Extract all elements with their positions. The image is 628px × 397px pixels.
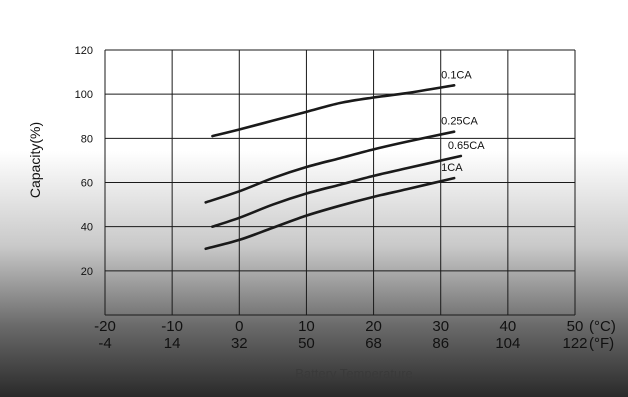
series-line-1 — [204, 130, 456, 204]
y-tick-label: 40 — [81, 222, 93, 234]
x-tick-label-celsius: -20 — [94, 318, 116, 335]
y-tick-label: 20 — [81, 266, 93, 278]
unit-celsius: (°C) — [589, 318, 616, 335]
x-tick-label-fahrenheit: 68 — [365, 335, 382, 352]
series-line-2 — [211, 154, 463, 228]
x-tick-label-fahrenheit: 50 — [298, 335, 315, 352]
y-tick-label: 80 — [81, 133, 93, 145]
series-label-3: 1CA — [441, 162, 463, 174]
x-tick-label-celsius: 0 — [235, 318, 243, 335]
x-tick-label-celsius: 50 — [567, 318, 584, 335]
unit-fahrenheit: (°F) — [589, 335, 614, 352]
y-tick-labels: 20 40 60 80 100 120 — [75, 45, 93, 278]
series-label-0: 0.1CA — [441, 69, 472, 81]
series-line-3 — [204, 176, 456, 251]
x-tick-label-celsius: 20 — [365, 318, 382, 335]
x-tick-label-fahrenheit: 32 — [231, 335, 248, 352]
x-tick-label-celsius: 40 — [500, 318, 517, 335]
y-tick-label: 120 — [75, 45, 93, 57]
x-tick-label-fahrenheit: 86 — [432, 335, 449, 352]
x-tick-label-fahrenheit: 122 — [562, 335, 587, 352]
series-line-0 — [211, 84, 456, 138]
series-label-1: 0.25CA — [441, 116, 478, 128]
series-label-2: 0.65CA — [448, 140, 485, 152]
x-axis-label: Battery Temperature — [295, 366, 413, 381]
y-tick-label: 60 — [81, 178, 93, 190]
y-axis-label: Capacity(%) — [27, 122, 43, 198]
series-lines: 0.1CA 0.25CA 0.65CA 1CA — [204, 69, 485, 251]
x-tick-label-fahrenheit: 104 — [495, 335, 520, 352]
y-tick-label: 100 — [75, 89, 93, 101]
x-tick-label-celsius: -10 — [161, 318, 183, 335]
grid — [104, 49, 576, 316]
x-tick-label-celsius: 30 — [432, 318, 449, 335]
x-tick-label-fahrenheit: 14 — [164, 335, 181, 352]
x-tick-label-celsius: 10 — [298, 318, 315, 335]
x-tick-label-fahrenheit: -4 — [98, 335, 111, 352]
